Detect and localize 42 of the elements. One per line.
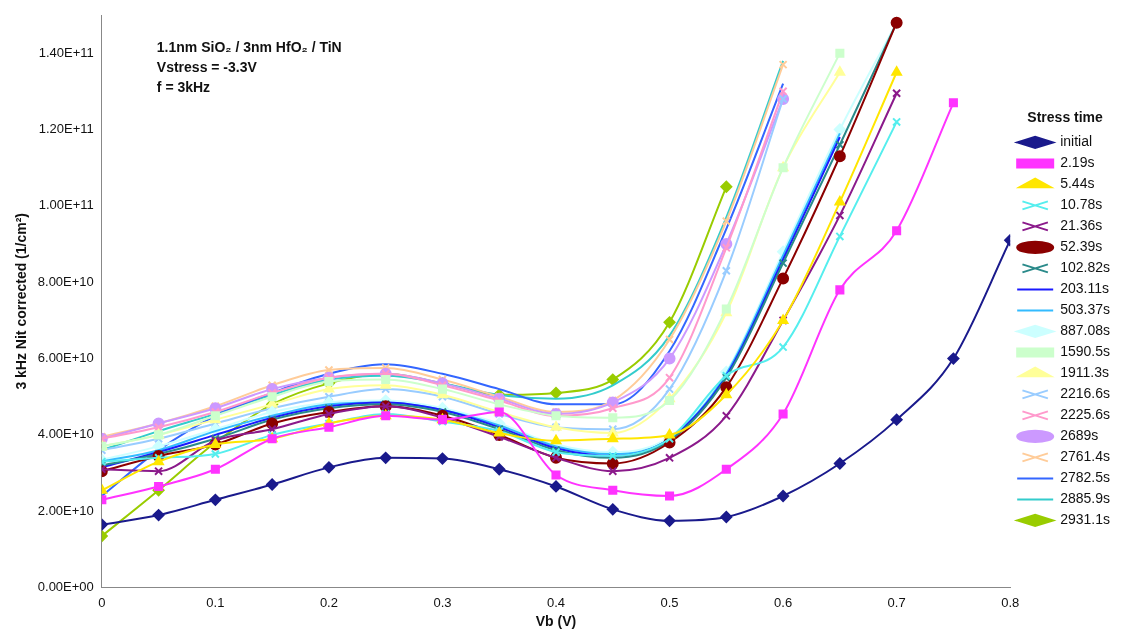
x-tick-label: 0.4 (546, 594, 566, 610)
legend-label: 1911.3s (1060, 364, 1109, 381)
legend-label: 10.78s (1060, 196, 1103, 213)
legend-label: 21.36s (1060, 217, 1103, 234)
x-tick-label: 0.8 (1001, 594, 1020, 610)
legend-label: initial (1060, 133, 1093, 150)
y-axis-title: 3 kHz Nit corrected (1/cm²) (13, 213, 30, 390)
x-tick-label: 0.6 (774, 594, 793, 610)
legend-label: 2689s (1060, 427, 1099, 444)
y-tick-label: 1.40E+11 (38, 44, 94, 60)
legend-label: 1590.5s (1060, 343, 1111, 360)
x-tick-label: 0.2 (319, 594, 338, 610)
annotation: f = 3kHz (156, 78, 211, 95)
x-axis-title: Vb (V) (535, 613, 577, 630)
y-tick-label: 1.00E+11 (38, 197, 94, 213)
legend-label: 52.39s (1060, 238, 1103, 255)
y-tick-label: 8.00E+10 (37, 273, 94, 289)
annotation: Vstress = -3.3V (156, 58, 258, 75)
x-tick-label: 0.5 (660, 594, 679, 610)
legend-label: 887.08s (1060, 322, 1111, 339)
legend-label: 5.44s (1060, 175, 1095, 192)
x-tick-label: 0 (98, 594, 106, 610)
y-tick-label: 2.00E+10 (37, 502, 94, 518)
y-tick-label: 1.20E+11 (38, 121, 94, 137)
legend-label: 2.19s (1060, 154, 1095, 171)
x-tick-label: 0.7 (887, 594, 906, 610)
legend-label: 102.82s (1060, 259, 1111, 276)
x-tick-label: 0.3 (433, 594, 452, 610)
legend-label: 2216.6s (1060, 385, 1111, 402)
x-tick-label: 0.1 (206, 594, 225, 610)
legend-title: Stress time (1027, 109, 1104, 126)
legend-label: 2761.4s (1060, 448, 1111, 465)
y-tick-label: 0.00E+00 (37, 579, 94, 595)
legend-label: 2885.9s (1060, 490, 1111, 507)
legend-label: 2782.5s (1060, 469, 1111, 486)
legend-label: 203.11s (1060, 280, 1109, 297)
y-tick-label: 6.00E+10 (37, 350, 94, 366)
annotation: 1.1nm SiO₂ / 3nm HfO₂ / TiN (156, 38, 342, 55)
legend-label: 2931.1s (1060, 511, 1111, 528)
y-tick-label: 4.00E+10 (37, 426, 94, 442)
legend-label: 503.37s (1060, 301, 1111, 318)
legend-label: 2225.6s (1060, 406, 1111, 423)
